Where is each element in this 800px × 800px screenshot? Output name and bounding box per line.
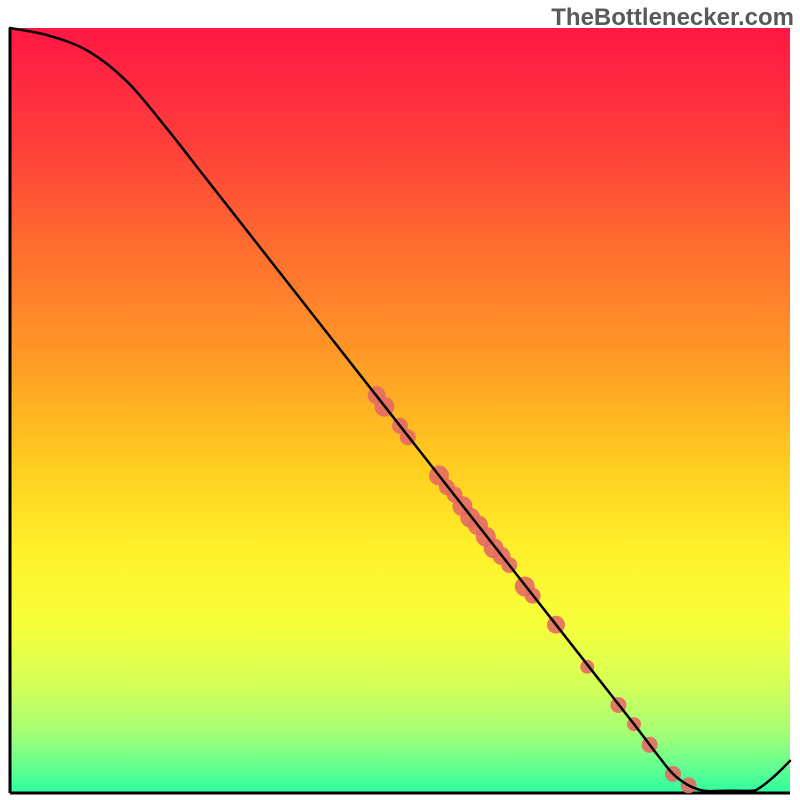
chart-container: TheBottlenecker.com	[0, 0, 800, 800]
bottleneck-chart	[0, 0, 800, 800]
chart-background	[10, 28, 790, 793]
